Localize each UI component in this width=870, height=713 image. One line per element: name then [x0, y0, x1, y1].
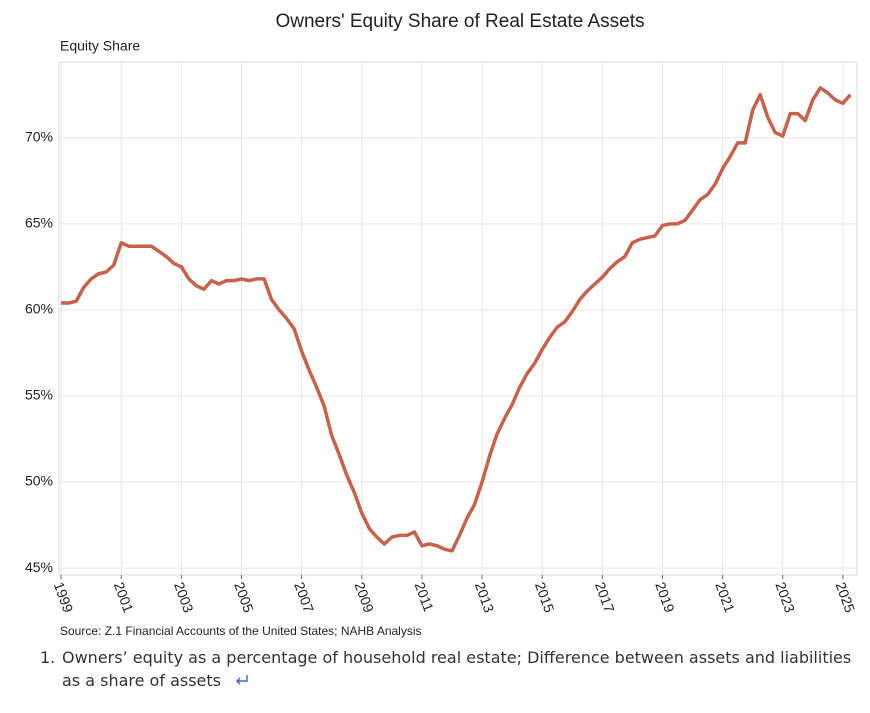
footnote-text: Owners’ equity as a percentage of househ…	[62, 648, 852, 690]
x-tick-label: 2013	[472, 580, 498, 615]
y-tick-label: 70%	[25, 128, 53, 144]
x-tick-label: 2023	[772, 580, 798, 615]
x-tick-label: 2017	[592, 580, 618, 615]
footnote-text-wrap: Owners’ equity as a percentage of househ…	[62, 646, 860, 692]
x-tick-label: 2025	[833, 580, 859, 615]
x-tick-label: 2001	[111, 580, 137, 615]
x-tick-label: 2015	[532, 580, 558, 615]
x-tick-label: 2003	[171, 580, 197, 615]
chart: Owners' Equity Share of Real Estate Asse…	[25, 11, 859, 638]
data-line	[61, 86, 852, 553]
chart-title: Owners' Equity Share of Real Estate Asse…	[275, 11, 644, 32]
x-tick-label: 2011	[412, 580, 437, 614]
y-tick-label: 60%	[25, 301, 53, 317]
x-tick-label: 2009	[351, 580, 377, 615]
footnote: 1. Owners’ equity as a percentage of hou…	[40, 646, 860, 692]
footnote-number: 1.	[40, 648, 56, 667]
y-tick-label: 45%	[25, 559, 53, 575]
y-axis-label: Equity Share	[60, 38, 140, 54]
x-tick-label: 2007	[291, 580, 317, 615]
plot-area	[58, 61, 858, 576]
return-icon[interactable]	[234, 674, 250, 686]
x-tick-label: 1999	[51, 580, 77, 615]
y-tick-label: 55%	[25, 387, 53, 403]
y-tick-label: 50%	[25, 473, 53, 489]
y-tick-label: 65%	[25, 215, 53, 231]
x-tick-label: 2019	[652, 580, 678, 615]
x-tick-label: 2021	[712, 580, 738, 615]
source-note: Source: Z.1 Financial Accounts of the Un…	[60, 624, 422, 638]
x-tick-label: 2005	[231, 580, 257, 615]
